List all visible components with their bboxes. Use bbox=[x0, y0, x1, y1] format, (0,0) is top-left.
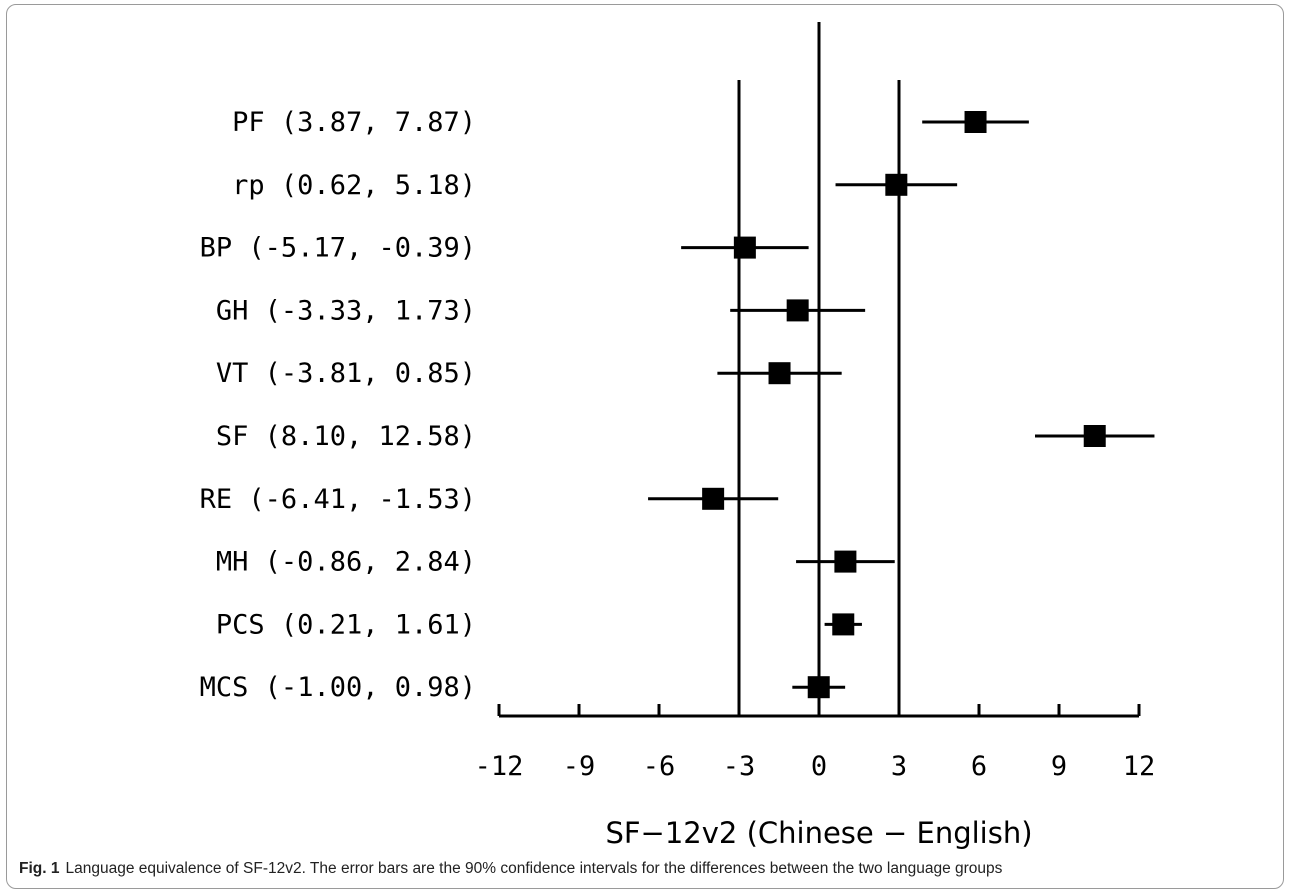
point-estimate-marker bbox=[1083, 425, 1106, 447]
figure-frame bbox=[6, 4, 1284, 889]
row-label: PF (3.87, 7.87) bbox=[232, 107, 476, 138]
point-estimate-marker bbox=[832, 613, 855, 636]
forest-row: MCS (-1.00, 0.98) bbox=[200, 672, 846, 703]
forest-row: PF (3.87, 7.87) bbox=[232, 107, 1029, 138]
point-estimate-marker bbox=[733, 236, 756, 259]
point-estimate-marker bbox=[786, 299, 809, 322]
x-tick-label: 0 bbox=[811, 751, 827, 782]
point-estimate-marker bbox=[807, 676, 830, 699]
x-tick-label: -9 bbox=[563, 751, 596, 782]
x-tick-label: 12 bbox=[1123, 751, 1156, 782]
caption-lead: Fig. 1 bbox=[19, 860, 60, 877]
row-label: VT (-3.81, 0.85) bbox=[216, 358, 476, 389]
x-tick-label: -3 bbox=[723, 751, 756, 782]
point-estimate-marker bbox=[702, 487, 725, 510]
row-label: BP (-5.17, -0.39) bbox=[200, 233, 476, 264]
forest-row: PCS (0.21, 1.61) bbox=[216, 609, 862, 640]
row-label: GH (-3.33, 1.73) bbox=[216, 295, 476, 326]
row-label: RE (-6.41, -1.53) bbox=[200, 484, 476, 515]
point-estimate-marker bbox=[834, 550, 857, 573]
point-estimate-marker bbox=[768, 362, 791, 385]
row-label: MCS (-1.00, 0.98) bbox=[200, 672, 476, 703]
row-label: rp (0.62, 5.18) bbox=[232, 170, 476, 201]
row-label: SF (8.10, 12.58) bbox=[216, 421, 476, 452]
caption-text: Language equivalence of SF-12v2. The err… bbox=[65, 860, 1003, 877]
row-label: MH (-0.86, 2.84) bbox=[216, 547, 476, 578]
x-tick-label: -12 bbox=[475, 751, 524, 782]
forest-row: RE (-6.41, -1.53) bbox=[200, 484, 779, 515]
row-label: PCS (0.21, 1.61) bbox=[216, 609, 476, 640]
point-estimate-marker bbox=[885, 173, 908, 196]
x-tick-label: -6 bbox=[643, 751, 676, 782]
x-tick-label: 9 bbox=[1051, 751, 1067, 782]
forest-row: SF (8.10, 12.58) bbox=[216, 421, 1155, 452]
x-tick-label: 3 bbox=[891, 751, 907, 782]
forest-row: GH (-3.33, 1.73) bbox=[216, 295, 866, 326]
x-tick-label: 6 bbox=[971, 751, 987, 782]
point-estimate-marker bbox=[964, 111, 987, 133]
forest-row: MH (-0.86, 2.84) bbox=[216, 547, 895, 578]
forest-row: BP (-5.17, -0.39) bbox=[200, 233, 809, 264]
forest-row: rp (0.62, 5.18) bbox=[232, 170, 958, 201]
forest-row: VT (-3.81, 0.85) bbox=[216, 358, 842, 389]
figure-caption: Fig. 1 Language equivalence of SF-12v2. T… bbox=[19, 860, 1281, 878]
x-axis-label: SF−12v2 (Chinese − English) bbox=[605, 816, 1032, 850]
